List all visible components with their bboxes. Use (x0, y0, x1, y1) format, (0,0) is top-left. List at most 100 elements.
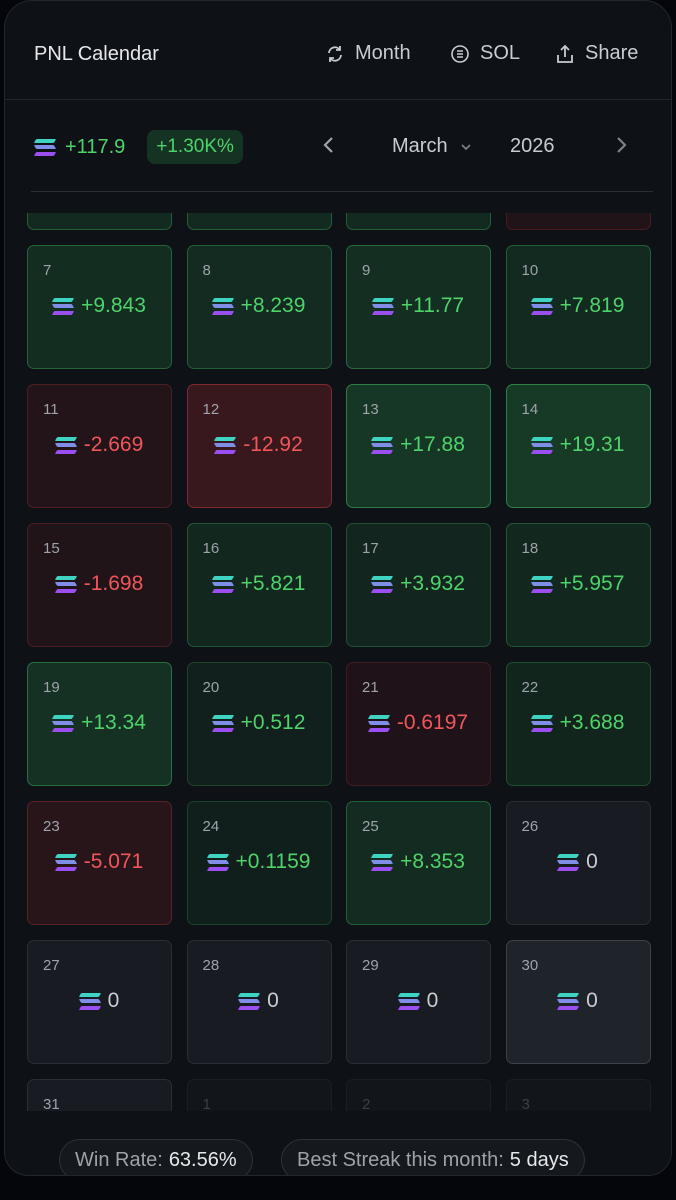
solana-icon (33, 138, 57, 156)
day-number: 28 (202, 957, 220, 974)
refresh-icon (328, 45, 342, 62)
calendar-day-cell[interactable]: 23 -5.071 (27, 801, 172, 925)
calendar-day-cell[interactable]: 26 0 (505, 801, 651, 925)
month-select[interactable]: March (392, 135, 472, 158)
solana-icon (211, 714, 234, 732)
calendar-day-cell[interactable] (505, 213, 651, 230)
calendar-day-cell[interactable]: 1 (186, 1079, 332, 1111)
calendar-day-cell[interactable]: 28 0 (186, 940, 332, 1064)
calendar-day-cell[interactable]: 29 0 (346, 940, 491, 1064)
calendar-day-cell[interactable]: 25 +8.353 (346, 801, 491, 925)
calendar-day-cell[interactable]: 24 +0.1159 (186, 801, 332, 925)
calendar-day-cell[interactable]: 22 +3.688 (505, 662, 651, 786)
solana-icon (557, 853, 580, 871)
calendar-grid: 7 +9.843 8 +8.239 9 +11.77 10 +7.819 11 -2.669 12-… (27, 213, 651, 1111)
share-button[interactable]: Share (555, 42, 638, 65)
pnl-value: +0.1159 (235, 850, 311, 873)
day-pnl: +7.819 (507, 294, 650, 318)
pnl-value: -1.698 (83, 572, 144, 595)
day-number: 3 (521, 1096, 530, 1111)
solana-icon (214, 436, 237, 454)
total-pct-badge: +1.30K% (147, 130, 243, 164)
calendar-day-cell[interactable]: 20 +0.512 (186, 662, 332, 786)
day-pnl: +0.1159 (188, 850, 331, 874)
calendar-day-cell[interactable]: 9 +11.77 (346, 245, 491, 369)
day-number: 18 (521, 540, 539, 557)
pnl-value: -5.071 (83, 850, 144, 873)
pnl-value: +19.31 (559, 433, 625, 456)
solana-icon (206, 853, 229, 871)
calendar-day-cell[interactable]: 11 -2.669 (27, 384, 172, 508)
pnl-value: -0.6197 (396, 711, 469, 734)
pnl-value: +13.34 (81, 711, 146, 734)
day-number: 15 (43, 540, 60, 557)
period-toggle-button[interactable]: Month (325, 42, 411, 65)
solana-icon (54, 853, 77, 871)
calendar-day-cell[interactable]: 21 -0.6197 (346, 662, 491, 786)
calendar-day-cell[interactable]: 2 (346, 1079, 491, 1111)
day-pnl: +9.843 (28, 294, 171, 318)
day-pnl: +5.821 (188, 572, 331, 596)
currency-toggle-button[interactable]: SOL (450, 42, 520, 65)
calendar-day-cell[interactable]: 3 (505, 1079, 651, 1111)
calendar-day-cell[interactable] (186, 213, 332, 230)
pnl-calendar-panel: PNL Calendar Month SOL Share +117.9 +1.3… (4, 0, 672, 1176)
day-pnl: -1.698 (28, 572, 171, 596)
solana-icon (530, 575, 553, 593)
day-number: 7 (43, 262, 52, 279)
solana-icon (370, 575, 394, 593)
day-number: 23 (43, 818, 60, 835)
day-pnl: -0.6197 (347, 711, 490, 735)
calendar-day-cell[interactable]: 31 (27, 1079, 172, 1111)
calendar-day-cell[interactable] (346, 213, 491, 230)
calendar-scroll-area[interactable]: 7 +9.843 8 +8.239 9 +11.77 10 +7.819 11 -2.669 12-… (5, 213, 671, 1111)
day-pnl: +17.88 (347, 433, 490, 457)
next-month-button[interactable] (613, 133, 629, 163)
calendar-day-cell[interactable]: 30 0 (505, 940, 651, 1064)
day-number: 21 (362, 679, 379, 696)
day-pnl: +3.688 (507, 711, 650, 735)
solana-icon (78, 992, 101, 1010)
solana-icon (367, 714, 391, 732)
day-number: 26 (521, 818, 539, 835)
calendar-day-cell[interactable]: 17 +3.932 (346, 523, 491, 647)
calendar-day-cell[interactable]: 18 +5.957 (505, 523, 651, 647)
day-pnl: 0 (28, 989, 171, 1013)
solana-icon (397, 992, 420, 1010)
calendar-day-cell[interactable]: 19 +13.34 (27, 662, 172, 786)
day-number: 25 (362, 818, 379, 835)
day-pnl: 0 (507, 850, 650, 874)
day-number: 8 (202, 262, 211, 279)
day-number: 16 (202, 540, 220, 557)
day-number: 13 (362, 401, 379, 418)
day-pnl: 0 (347, 989, 490, 1013)
calendar-day-cell[interactable]: 16 +5.821 (186, 523, 332, 647)
pnl-value: +5.821 (240, 572, 306, 595)
day-pnl: +3.932 (347, 572, 490, 596)
day-number: 22 (521, 679, 539, 696)
total-pnl: +117.9 (65, 135, 126, 158)
pnl-value: +17.88 (400, 433, 465, 456)
day-number: 14 (521, 401, 539, 418)
calendar-day-cell[interactable]: 7 +9.843 (27, 245, 172, 369)
calendar-day-cell[interactable]: 10 +7.819 (505, 245, 651, 369)
calendar-day-cell[interactable] (27, 213, 172, 230)
calendar-day-cell[interactable]: 15 -1.698 (27, 523, 172, 647)
day-number: 1 (202, 1096, 211, 1111)
chevron-down-icon (461, 143, 471, 150)
day-number: 27 (43, 957, 60, 974)
calendar-day-cell[interactable]: 8 +8.239 (186, 245, 332, 369)
pnl-value: -2.669 (83, 433, 144, 456)
year-select[interactable]: 2026 (510, 135, 555, 157)
calendar-day-cell[interactable]: 14 +19.31 (505, 384, 651, 508)
pnl-value: +11.77 (400, 294, 465, 317)
solana-icon (238, 992, 261, 1010)
pnl-value: +7.819 (559, 294, 625, 317)
calendar-day-cell[interactable]: 27 0 (27, 940, 172, 1064)
prev-month-button[interactable] (321, 133, 337, 163)
solana-icon (211, 575, 234, 593)
best-streak-badge: Best Streak this month: 5 days (281, 1139, 585, 1175)
month-summary: +117.9 +1.30K% (33, 129, 243, 165)
calendar-day-cell[interactable]: 12 -12.92 (186, 384, 332, 508)
calendar-day-cell[interactable]: 13 +17.88 (346, 384, 491, 508)
